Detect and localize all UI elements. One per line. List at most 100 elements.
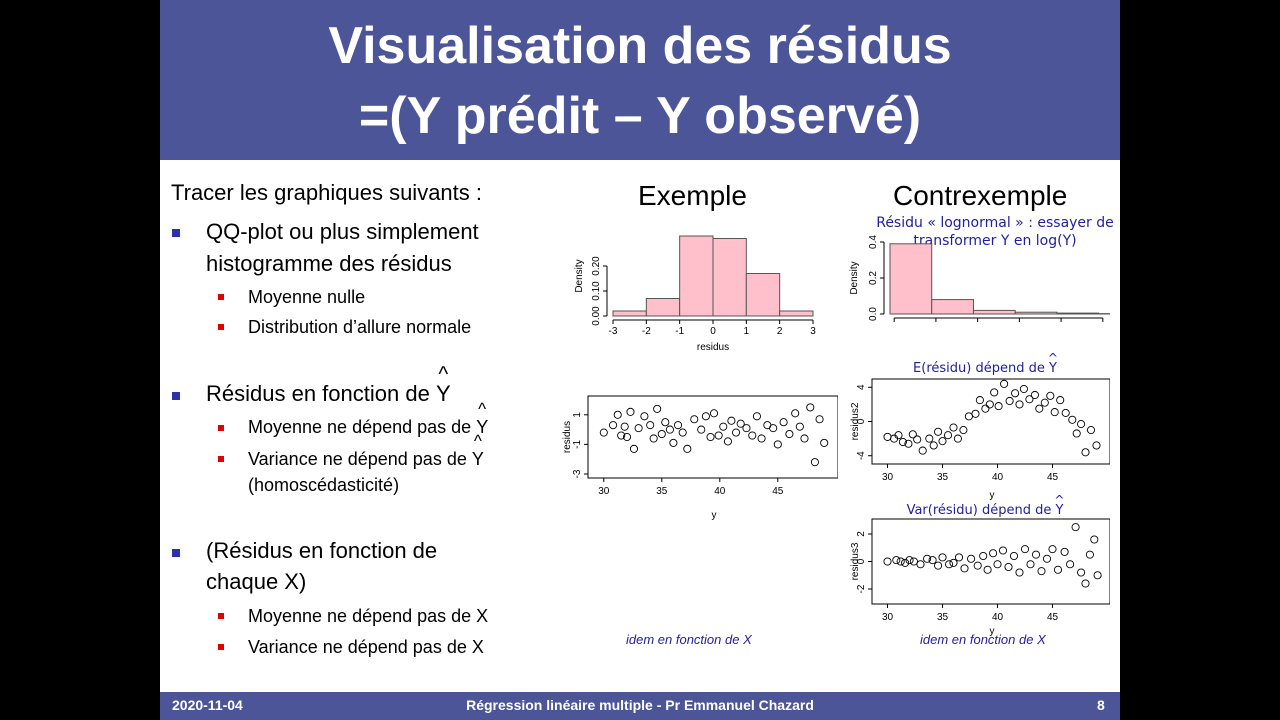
x-axis-label: y xyxy=(990,490,995,501)
scatter-point xyxy=(810,458,819,467)
sub-bullet-moyenne-text: Moyenne ne dépend pas de xyxy=(248,417,477,437)
scatter-point xyxy=(1056,396,1065,405)
chart-hist-exemple: 0.00 0.10 0.20 Density -3 -2 -1 0 1 2 3 residus xyxy=(574,235,816,353)
scatter-point xyxy=(620,422,629,431)
bullet-square xyxy=(172,392,180,400)
bullet-square xyxy=(172,229,180,237)
footer-page-number: 8 xyxy=(1097,697,1105,713)
y-tick-label: 0 xyxy=(856,558,867,564)
scatter-point xyxy=(883,432,892,441)
scatter-point xyxy=(1072,429,1081,438)
scatter-point xyxy=(806,403,815,412)
plot-frame xyxy=(871,518,1110,605)
note-var-depends: Var(résidu) dépend de Y xyxy=(860,502,1110,520)
title-bar: Visualisation des résidus =(Y prédit – Y… xyxy=(160,0,1120,160)
scatter-point xyxy=(1081,579,1090,588)
scatter-point xyxy=(953,434,962,443)
scatter-point xyxy=(898,437,907,447)
note-lognormal-line2: transformer Y en log(Y) xyxy=(913,233,1077,249)
sub-bullet-homoscedasticite: (homoscédasticité) xyxy=(248,475,400,495)
scatter-point xyxy=(626,407,635,416)
y-hat-symbol: Y xyxy=(436,378,451,410)
scatter-point xyxy=(949,558,958,567)
scatter-point xyxy=(896,557,905,566)
scatter-point xyxy=(1040,398,1049,407)
bullet-square xyxy=(172,549,180,557)
scatter-point xyxy=(1077,568,1086,577)
scatter-point xyxy=(923,554,932,563)
scatter-point xyxy=(975,396,984,405)
note-var-text: Var(résidu) dépend de xyxy=(906,503,1056,518)
scatter-point xyxy=(1042,554,1052,563)
scatter-point xyxy=(736,419,745,428)
x-tick-label: 1 xyxy=(744,326,750,337)
scatter-point xyxy=(1077,420,1086,429)
scatter-point xyxy=(1020,545,1030,554)
x-tick-label: 35 xyxy=(937,612,949,623)
bullet-qqplot-line1: QQ-plot ou plus simplement xyxy=(206,219,479,244)
y-axis-label: Density xyxy=(849,261,860,294)
sub-bullet-square xyxy=(218,644,224,650)
scatter-point xyxy=(1050,408,1059,417)
scatter-point xyxy=(1031,550,1041,559)
note-idem-exemple: idem en fonction de X xyxy=(626,632,752,647)
y-tick-label: 2 xyxy=(856,531,867,537)
scatter-point xyxy=(928,556,937,565)
scatter-point xyxy=(800,434,809,443)
x-axis-label: y xyxy=(712,510,717,521)
x-tick-label: 35 xyxy=(937,472,949,483)
scatter-point xyxy=(901,558,910,567)
y-tick-label: 0.20 xyxy=(591,256,602,276)
scatter-point xyxy=(908,430,917,439)
scatter-point xyxy=(661,418,670,427)
y-tick-label: 0.10 xyxy=(591,281,602,301)
x-axis-label: residus xyxy=(697,342,729,353)
y-tick-label: 0 xyxy=(856,418,867,424)
x-tick-label: -3 xyxy=(609,326,618,337)
scatter-point xyxy=(665,425,674,434)
scatter-point xyxy=(820,438,829,447)
scatter-point xyxy=(1068,415,1077,424)
scatter-point xyxy=(949,423,958,432)
bullet-residus-fonction-yhat: Résidus en fonction de Y xyxy=(206,378,451,410)
y-tick-label: 4 xyxy=(856,384,867,390)
scatter-point xyxy=(629,444,639,453)
scatter-point xyxy=(1000,379,1009,388)
scatter-point xyxy=(934,427,943,436)
scatter-point xyxy=(719,422,728,431)
scatter-point xyxy=(892,556,901,565)
scatter-point xyxy=(1086,426,1096,435)
bullet-qqplot-line2: histogramme des résidus xyxy=(206,251,452,276)
scatter-point xyxy=(909,557,918,566)
scatter-point xyxy=(669,438,678,447)
y-hat-symbol: Y xyxy=(472,444,484,474)
histogram-bar xyxy=(931,299,974,315)
scatter-point xyxy=(727,416,736,425)
scatter-point xyxy=(649,434,658,443)
sub-bullet-square xyxy=(218,613,224,619)
scatter-point xyxy=(954,553,964,562)
title-line-2: =(Y prédit – Y observé) xyxy=(358,87,922,145)
scatter-point xyxy=(701,412,710,421)
scatter-point xyxy=(709,409,719,418)
histogram-bar xyxy=(1056,312,1100,315)
sub-bullet-square xyxy=(218,294,224,300)
histogram-bar xyxy=(972,309,1016,315)
scatter-point xyxy=(1015,568,1024,577)
y-axis-label: residus xyxy=(562,421,573,453)
chart-hist-contre: 0.0 0.2 0.4 Density xyxy=(849,235,1110,322)
scatter-point xyxy=(1092,441,1101,450)
scatter-point xyxy=(731,428,741,437)
histogram-bar xyxy=(712,238,747,317)
scatter-point xyxy=(938,553,947,562)
scatter-point xyxy=(640,412,649,421)
y-tick-label: 0.0 xyxy=(868,307,879,321)
scatter-point xyxy=(791,409,800,418)
scatter-point xyxy=(943,431,953,440)
y-axis-label: residus2 xyxy=(850,402,861,440)
sub-bullet-square xyxy=(218,324,224,330)
histogram-bar xyxy=(612,310,647,317)
scatter-point xyxy=(769,424,778,433)
histogram-bar xyxy=(889,243,933,315)
scatter-point xyxy=(706,432,715,442)
